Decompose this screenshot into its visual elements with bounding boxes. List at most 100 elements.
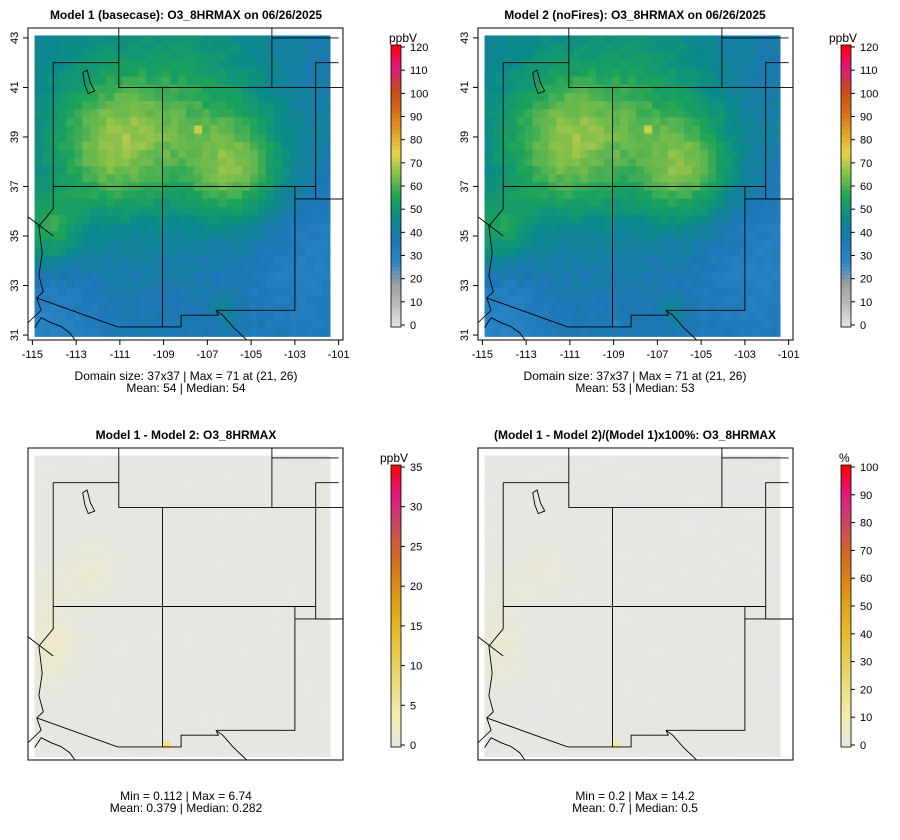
heatmap-cell [274, 149, 283, 158]
heatmap-cell [170, 650, 179, 660]
heatmap-cell [138, 67, 147, 77]
heatmap-cell [724, 311, 733, 321]
heatmap-cell [234, 569, 243, 578]
colorbar-swatch [391, 537, 401, 542]
heatmap-cell [289, 553, 299, 562]
heatmap-cell [281, 59, 291, 69]
heatmap-cell [289, 287, 299, 297]
heatmap-cell [178, 593, 187, 603]
heatmap-cell [763, 100, 773, 110]
heatmap-cell [692, 691, 701, 700]
heatmap-cell [186, 683, 195, 692]
heatmap-cell [305, 609, 315, 619]
heatmap-cell [604, 683, 613, 692]
heatmap-cell [313, 650, 323, 660]
heatmap-cell [210, 479, 219, 489]
heatmap-cell [636, 189, 645, 199]
colorbar-swatch [391, 694, 401, 700]
heatmap-cell [684, 707, 693, 717]
heatmap-cell [604, 666, 613, 676]
heatmap-cell [58, 43, 68, 53]
heatmap-cell [162, 246, 171, 256]
heatmap-cell [739, 124, 749, 134]
heatmap-cell [242, 59, 251, 69]
heatmap-cell [596, 699, 605, 709]
heatmap-cell [596, 658, 605, 668]
heatmap-cell [274, 740, 283, 749]
heatmap-cell [739, 214, 749, 224]
heatmap-cell [82, 674, 92, 684]
heatmap-cell [305, 108, 315, 118]
heatmap-cell [274, 287, 283, 297]
heatmap-cell [258, 642, 267, 652]
heatmap-cell [532, 124, 542, 134]
heatmap-cell [556, 279, 565, 289]
heatmap-cell [484, 683, 494, 692]
heatmap-cell [321, 230, 331, 240]
heatmap-cell [146, 585, 155, 595]
heatmap-cell [492, 214, 502, 224]
heatmap-cell [170, 577, 179, 587]
heatmap-cell [708, 149, 717, 158]
heatmap-cell [556, 157, 565, 167]
heatmap-cell [162, 100, 171, 110]
heatmap-cell [234, 528, 243, 538]
heatmap-cell [130, 51, 139, 61]
heatmap-cell [668, 100, 677, 110]
heatmap-cell [700, 740, 709, 749]
heatmap-cell [74, 206, 84, 215]
heatmap-cell [700, 59, 709, 69]
heatmap-cell [564, 666, 573, 676]
heatmap-cell [484, 92, 494, 102]
heatmap-cell [154, 512, 163, 522]
heatmap-cell [66, 731, 76, 741]
heatmap-cell [130, 124, 139, 134]
heatmap-cell [106, 100, 115, 110]
heatmap-cell [716, 100, 725, 110]
heatmap-cell [516, 279, 526, 289]
panel-title-difference: Model 1 - Model 2: O3_8HRMAX [96, 428, 277, 442]
heatmap-cell [289, 149, 299, 158]
heatmap-cell [708, 279, 717, 289]
heatmap-cell [668, 149, 677, 158]
heatmap-cell [162, 634, 171, 644]
heatmap-cell [106, 133, 115, 142]
heatmap-cell [636, 238, 645, 248]
heatmap-cell [258, 748, 267, 757]
heatmap-cell [258, 76, 267, 85]
heatmap-cell [636, 149, 645, 158]
heatmap-cell [755, 748, 765, 757]
heatmap-cell [731, 35, 741, 45]
heatmap-cell [170, 51, 179, 61]
heatmap-cell [739, 683, 749, 692]
heatmap-cell [74, 471, 84, 481]
heatmap-cell [234, 471, 243, 481]
colorbar-swatch [391, 169, 401, 175]
heatmap-cell [700, 116, 709, 126]
heatmap-cell [90, 320, 100, 329]
heatmap-cell [186, 92, 195, 102]
heatmap-cell [572, 76, 581, 85]
heatmap-cell [289, 116, 299, 126]
heatmap-cell [540, 124, 550, 134]
heatmap-cell [492, 116, 502, 126]
heatmap-cell [532, 699, 542, 709]
heatmap-cell [492, 173, 502, 183]
heatmap-cell [250, 528, 259, 538]
heatmap-cell [500, 108, 510, 118]
heatmap-cell [684, 287, 693, 297]
heatmap-cell [162, 609, 171, 619]
heatmap-cell [532, 51, 542, 61]
heatmap-cell [162, 141, 171, 150]
heatmap-cell [82, 320, 92, 329]
heatmap-cell [218, 553, 227, 562]
heatmap-cell [154, 43, 163, 53]
heatmap-cell [258, 141, 267, 150]
heatmap-cell [628, 699, 637, 709]
heatmap-cell [692, 230, 701, 240]
heatmap-cell [297, 214, 307, 224]
heatmap-cell [258, 553, 267, 562]
heatmap-cell [281, 238, 291, 248]
heatmap-cell [297, 683, 307, 692]
heatmap-cell [58, 723, 68, 733]
